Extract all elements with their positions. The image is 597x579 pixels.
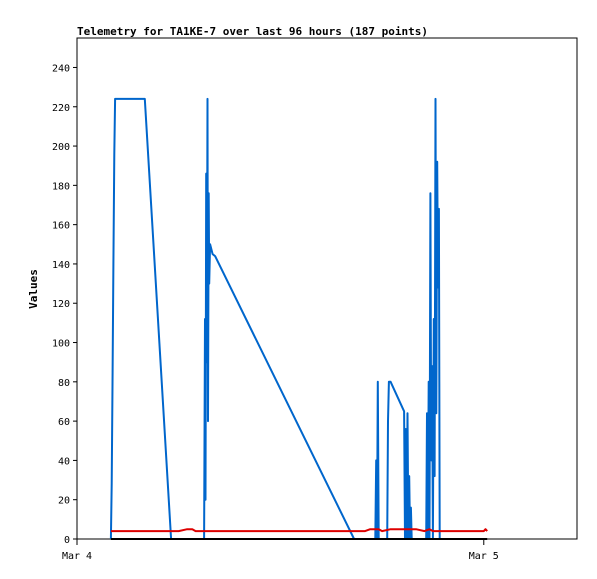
y-tick-label: 220 (52, 103, 70, 114)
y-tick-label: 240 (52, 63, 70, 74)
plot-frame (76, 37, 578, 540)
x-axis: Mar 4 Mar 5 (62, 539, 499, 562)
y-tick-label: 160 (52, 221, 70, 232)
y-tick-label: 20 (58, 496, 70, 507)
series-line-1 (109, 97, 441, 540)
y-tick-label: 80 (58, 378, 70, 389)
y-axis-label: Values (27, 269, 40, 309)
series-layer (109, 97, 488, 540)
y-axis: 0 20 40 60 80 100 120 140 160 180 200 220 240 (52, 63, 77, 546)
x-tick-label: Mar 4 (62, 551, 92, 562)
y-tick-label: 200 (52, 142, 70, 153)
y-tick-label: 180 (52, 181, 70, 192)
y-tick-label: 100 (52, 339, 70, 350)
y-tick-label: 40 (58, 456, 70, 467)
x-tick-label: Mar 5 (469, 551, 499, 562)
series-line-2 (110, 528, 488, 533)
y-tick-label: 120 (52, 299, 70, 310)
y-tick-label: 140 (52, 260, 70, 271)
chart-title: Telemetry for TA1KE-7 over last 96 hours… (77, 25, 428, 38)
y-tick-label: 60 (58, 417, 70, 428)
y-tick-label: 0 (64, 535, 70, 546)
